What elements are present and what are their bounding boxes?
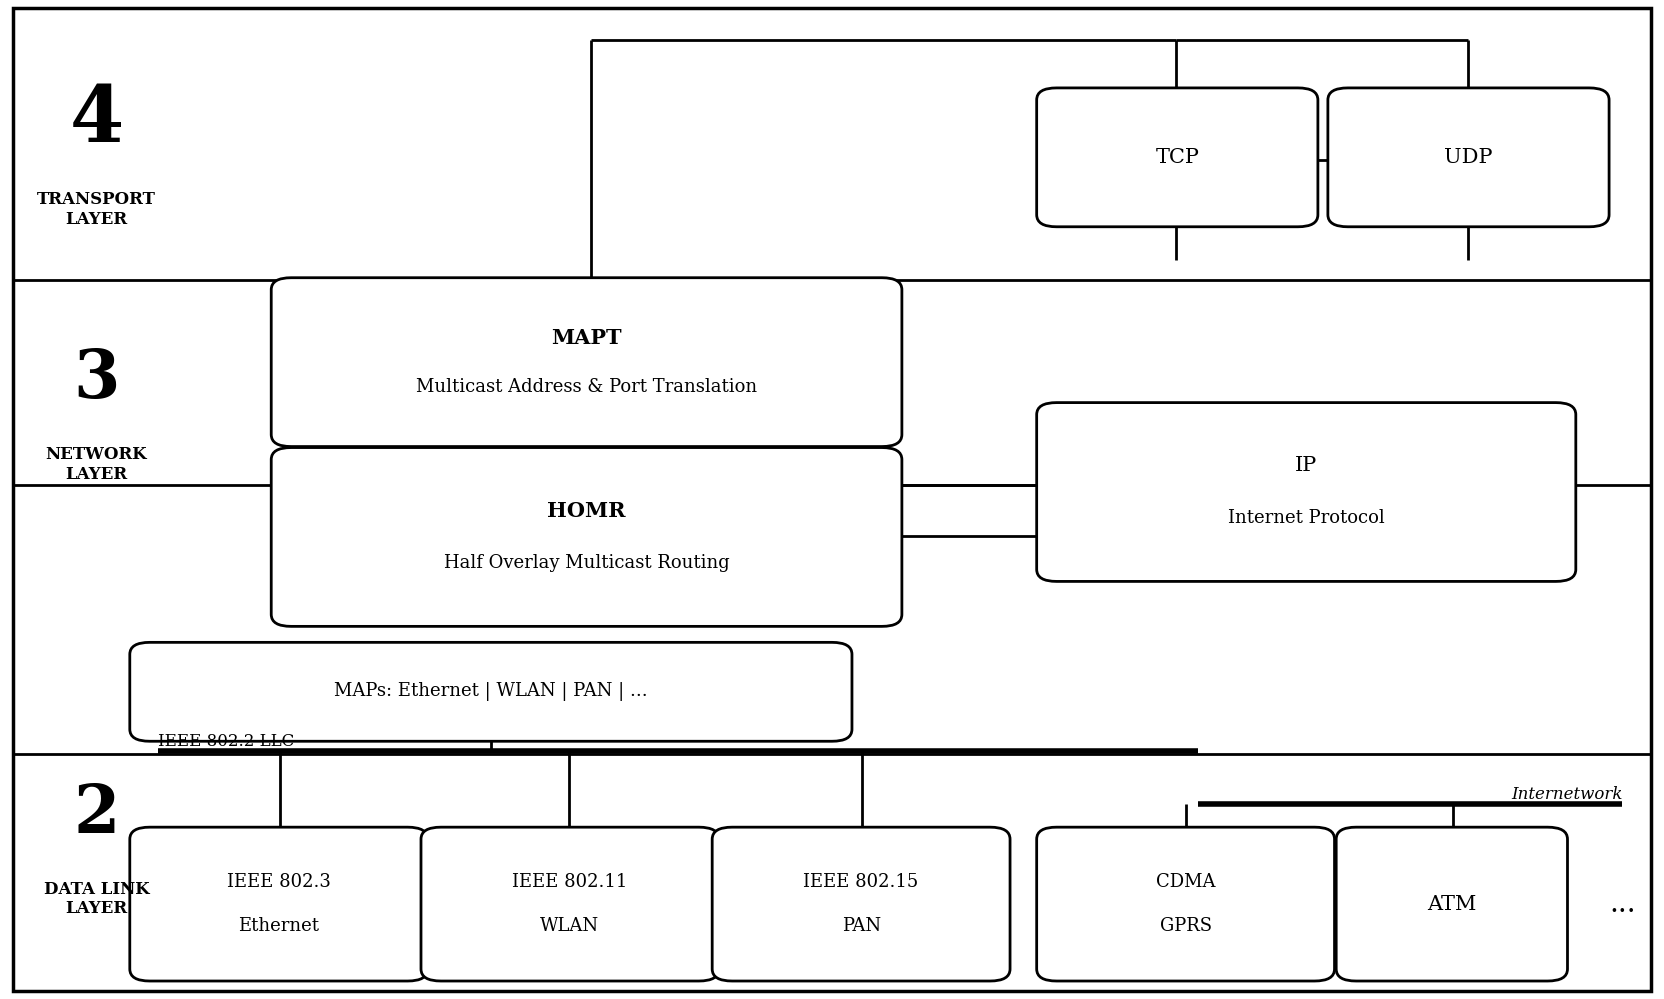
Text: HOMR: HOMR [547, 500, 626, 520]
FancyBboxPatch shape [1037, 827, 1335, 981]
Text: Ethernet: Ethernet [238, 917, 319, 935]
Text: Multicast Address & Port Translation: Multicast Address & Port Translation [416, 378, 757, 396]
FancyBboxPatch shape [130, 642, 852, 741]
FancyBboxPatch shape [1328, 88, 1609, 227]
Text: TRANSPORT
LAYER: TRANSPORT LAYER [37, 192, 156, 228]
FancyBboxPatch shape [1037, 88, 1318, 227]
Text: ...: ... [1609, 890, 1636, 918]
FancyBboxPatch shape [130, 827, 428, 981]
FancyBboxPatch shape [1336, 827, 1567, 981]
Text: UDP: UDP [1444, 148, 1493, 167]
FancyBboxPatch shape [271, 448, 902, 626]
Text: ATM: ATM [1428, 894, 1476, 914]
Text: MAPT: MAPT [551, 328, 622, 348]
Text: IEEE 802.2 LLC: IEEE 802.2 LLC [158, 732, 295, 750]
Text: IEEE 802.11: IEEE 802.11 [513, 873, 627, 891]
Text: PAN: PAN [842, 917, 880, 935]
FancyBboxPatch shape [271, 278, 902, 447]
FancyBboxPatch shape [712, 827, 1010, 981]
Text: Internetwork: Internetwork [1511, 785, 1622, 803]
Text: WLAN: WLAN [541, 917, 599, 935]
Text: 4: 4 [70, 82, 123, 158]
Text: DATA LINK
LAYER: DATA LINK LAYER [43, 881, 150, 917]
FancyBboxPatch shape [1037, 403, 1576, 581]
Text: Half Overlay Multicast Routing: Half Overlay Multicast Routing [444, 554, 729, 572]
Text: MAPs: Ethernet | WLAN | PAN | ...: MAPs: Ethernet | WLAN | PAN | ... [334, 682, 647, 701]
Text: IEEE 802.3: IEEE 802.3 [226, 873, 331, 891]
Text: Internet Protocol: Internet Protocol [1228, 509, 1384, 527]
Text: TCP: TCP [1155, 148, 1200, 167]
FancyBboxPatch shape [421, 827, 719, 981]
Text: NETWORK
LAYER: NETWORK LAYER [45, 447, 148, 483]
Text: IP: IP [1295, 457, 1318, 476]
Text: GPRS: GPRS [1160, 917, 1211, 935]
Text: CDMA: CDMA [1156, 873, 1215, 891]
Text: 2: 2 [73, 781, 120, 847]
Text: 3: 3 [73, 347, 120, 413]
Text: IEEE 802.15: IEEE 802.15 [804, 873, 919, 891]
